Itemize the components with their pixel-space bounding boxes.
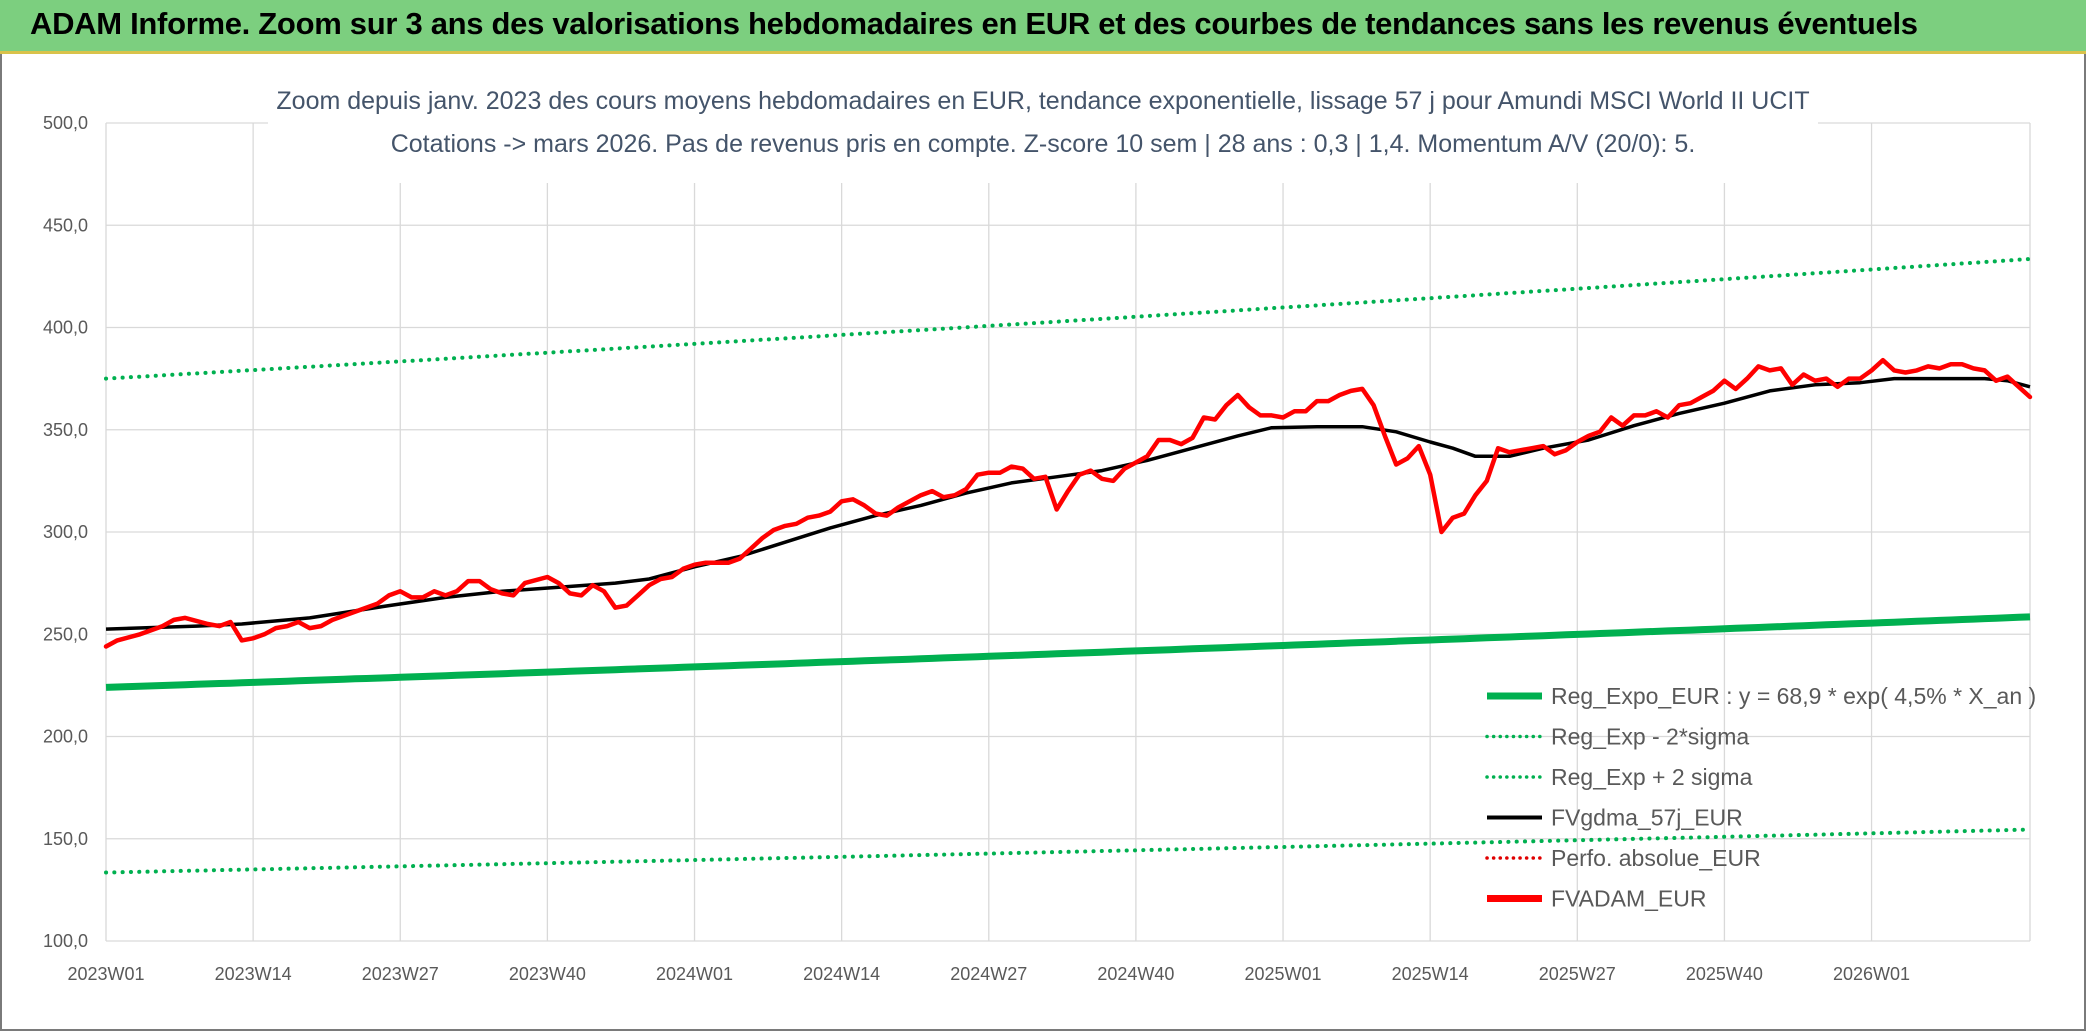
y-tick-label: 450,0 — [43, 215, 88, 235]
series-line-1 — [104, 827, 2032, 875]
x-tick-label: 2024W14 — [803, 964, 880, 984]
grid-lines — [105, 122, 2031, 942]
y-axis-ticks: 100,0 150,0 200,0 250,0 300,0 350,0 400,0 450,0… — [43, 113, 88, 951]
legend-label: FVADAM_EUR — [1551, 886, 1707, 912]
y-tick-label: 500,0 — [43, 113, 88, 133]
legend-label: Reg_Exp - 2*sigma — [1551, 724, 1749, 750]
y-tick-label: 400,0 — [43, 318, 88, 338]
x-tick-label: 2024W40 — [1097, 964, 1174, 984]
x-tick-label: 2024W01 — [656, 964, 733, 984]
x-tick-label: 2023W40 — [509, 964, 586, 984]
x-tick-label: 2025W01 — [1245, 964, 1322, 984]
y-tick-label: 200,0 — [43, 727, 88, 747]
x-tick-label: 2023W01 — [67, 964, 144, 984]
series-line-2 — [104, 257, 2032, 381]
y-tick-label: 350,0 — [43, 420, 88, 440]
report-banner: ADAM Informe. Zoom sur 3 ans des valoris… — [0, 0, 2086, 54]
x-tick-label: 2024W27 — [950, 964, 1027, 984]
y-tick-label: 300,0 — [43, 522, 88, 542]
chart-subtitle-line-1: Zoom depuis janv. 2023 des cours moyens … — [276, 87, 1809, 115]
x-tick-label: 2026W01 — [1833, 964, 1910, 984]
chart-subtitle-line-2: Cotations -> mars 2026. Pas de revenus p… — [391, 130, 1696, 158]
series-line-5 — [103, 357, 2033, 649]
legend-label: Perfo. absolue_EUR — [1551, 845, 1761, 871]
series-line-3 — [105, 376, 2031, 631]
y-tick-label: 250,0 — [43, 624, 88, 644]
legend: Reg_Expo_EUR : y = 68,9 * exp( 4,5% * X_… — [1485, 683, 2036, 912]
series-line-0 — [105, 613, 2031, 691]
x-tick-label: 2025W40 — [1686, 964, 1763, 984]
x-tick-label: 2023W27 — [362, 964, 439, 984]
x-axis-ticks: 2023W01 2023W14 2023W27 2023W40 2024W01 2024W… — [67, 964, 1910, 984]
x-tick-label: 2025W27 — [1539, 964, 1616, 984]
x-tick-label: 2025W14 — [1392, 964, 1469, 984]
x-tick-label: 2023W14 — [215, 964, 292, 984]
subtitle-background — [268, 79, 1818, 183]
legend-label: Reg_Exp + 2 sigma — [1551, 764, 1753, 790]
series-layer — [103, 257, 2033, 875]
legend-label: FVgdma_57j_EUR — [1551, 805, 1743, 831]
legend-label: Reg_Expo_EUR : y = 68,9 * exp( 4,5% * X_… — [1551, 683, 2036, 709]
report-title: ADAM Informe. Zoom sur 3 ans des valoris… — [30, 6, 1918, 41]
y-tick-label: 150,0 — [43, 829, 88, 849]
y-tick-label: 100,0 — [43, 931, 88, 951]
